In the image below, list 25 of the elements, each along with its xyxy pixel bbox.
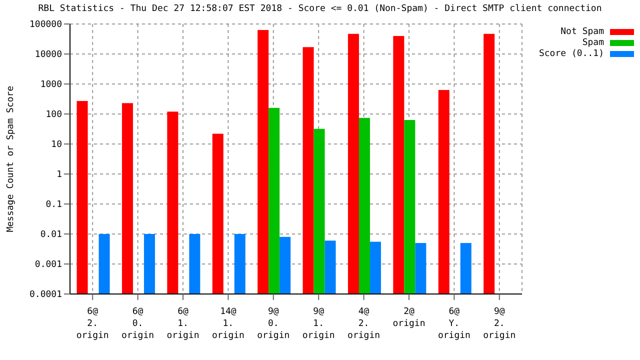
y-tick-label: 0.001	[34, 260, 62, 270]
y-tick-label: 0.01	[40, 230, 62, 240]
y-tick-label: 1	[56, 170, 62, 180]
y-tick-label: 0.0001	[29, 290, 62, 300]
x-tick-label: 6@ 0. origin	[122, 307, 154, 341]
y-axis-title: Message Count or Spam Score	[6, 86, 16, 232]
x-tick-label: 2@ origin	[392, 307, 426, 329]
x-tick-label: 9@ 0. origin	[257, 307, 290, 341]
x-tick-label: 6@ 2. origin	[76, 307, 109, 341]
y-tick-label: 10000	[34, 50, 62, 60]
y-tick-label: 10	[51, 140, 62, 150]
x-tick-label: 6@ Y. origin	[438, 307, 470, 341]
x-tick-label: 6@ 1. origin	[166, 307, 200, 341]
legend-label: Spam	[582, 38, 604, 48]
x-tick-label: 9@ 2. origin	[483, 307, 516, 341]
legend-label: Score (0..1)	[538, 48, 604, 58]
y-tick-label: 1000	[40, 80, 62, 90]
x-tick-label: 9@ 1. origin	[302, 307, 335, 341]
y-tick-label: 100000	[29, 20, 62, 30]
chart-title: RBL Statistics - Thu Dec 27 12:58:07 EST 2018 - Score <= 0.01 (Non-Spam) - Direct SMTP client connection	[37, 4, 603, 14]
y-tick-label: 100	[46, 110, 62, 120]
y-tick-label: 0.1	[46, 200, 62, 210]
x-tick-label: 14@ 1. origin	[212, 307, 244, 341]
legend-label: Not Spam	[560, 26, 604, 36]
x-tick-label: 4@ 2. origin	[348, 307, 380, 341]
